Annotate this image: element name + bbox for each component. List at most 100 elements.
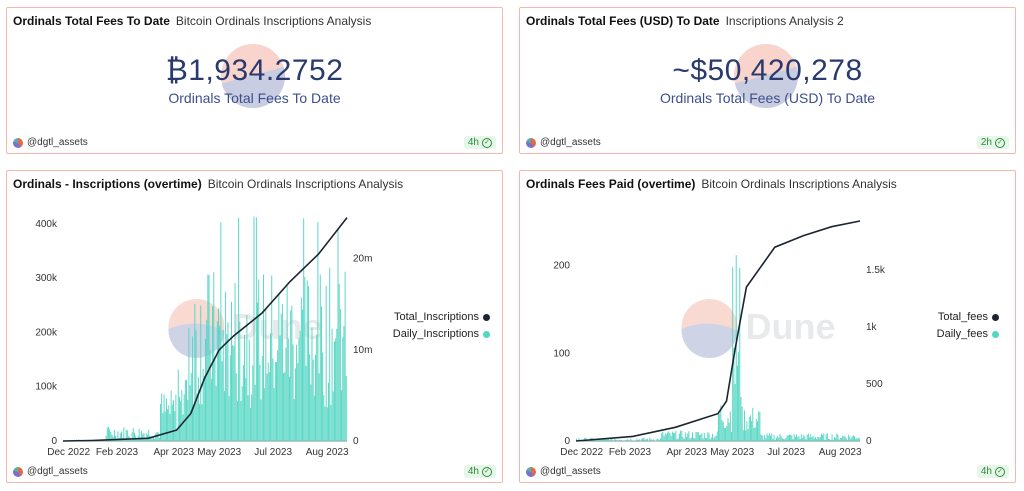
daily-bar — [240, 401, 242, 441]
daily-bar — [848, 434, 850, 441]
daily-bar — [161, 393, 163, 441]
daily-bar — [648, 440, 650, 441]
author[interactable]: @dgtl_assets — [13, 137, 88, 148]
daily-bar — [294, 368, 296, 441]
daily-bar — [339, 308, 341, 441]
daily-bar — [176, 430, 178, 441]
daily-bar — [155, 433, 157, 441]
legend-item-daily[interactable]: Daily_fees — [937, 328, 999, 340]
daily-bar — [249, 407, 251, 441]
daily-bar — [787, 435, 789, 441]
daily-bar — [684, 432, 686, 441]
author[interactable]: @dgtl_assets — [526, 137, 601, 148]
daily-bar — [235, 373, 237, 441]
x-tick-label: May 2023 — [710, 447, 754, 458]
daily-bar — [319, 274, 321, 441]
card-total-fees-usd: Ordinals Total Fees (USD) To Date Inscrip… — [519, 7, 1016, 154]
legend-item-total[interactable]: Total_Inscriptions — [393, 311, 490, 323]
daily-bar — [708, 433, 710, 441]
author[interactable]: @dgtl_assets — [526, 466, 601, 477]
daily-bar — [631, 440, 633, 441]
daily-bar — [757, 421, 758, 441]
daily-bar — [651, 440, 653, 441]
daily-bar — [254, 384, 256, 441]
daily-bar — [753, 427, 755, 441]
daily-bar — [225, 291, 227, 441]
daily-bar — [267, 362, 269, 441]
daily-bar — [746, 421, 748, 441]
daily-bar — [728, 422, 730, 441]
daily-bar — [846, 439, 848, 441]
daily-bar — [822, 434, 824, 441]
daily-bar — [716, 431, 718, 441]
legend-item-daily[interactable]: Daily_Inscriptions — [393, 328, 490, 340]
daily-bar — [736, 365, 738, 441]
daily-bar — [709, 439, 711, 441]
daily-bar — [806, 434, 808, 441]
daily-bar — [669, 432, 671, 441]
refresh-badge[interactable]: 4h ✓ — [463, 465, 496, 478]
daily-bar — [700, 434, 702, 441]
refresh-badge[interactable]: 4h ✓ — [976, 465, 1009, 478]
daily-bar — [770, 435, 772, 441]
daily-bar — [303, 218, 305, 441]
daily-bar — [796, 434, 798, 441]
daily-bar — [105, 435, 107, 441]
card-title[interactable]: Ordinals Fees Paid (overtime) Bitcoin Ord… — [526, 177, 897, 191]
fees-chart[interactable]: Dune 0 100 200 0 500 1k 1.5k Dec 2022 Feb 2023 Apr… — [520, 201, 920, 471]
daily-bar — [823, 433, 825, 441]
daily-bar — [246, 315, 248, 441]
y-right-tick-label: 1k — [866, 322, 878, 333]
card-title[interactable]: Ordinals Total Fees (USD) To Date Inscrip… — [526, 14, 844, 28]
daily-bar — [702, 438, 704, 441]
daily-bar — [626, 439, 628, 441]
daily-bar — [141, 430, 143, 441]
daily-bar — [662, 431, 664, 441]
daily-bar — [307, 285, 309, 441]
daily-bar — [722, 421, 724, 441]
daily-bar — [170, 390, 172, 441]
daily-bar — [242, 364, 244, 441]
daily-bar — [740, 396, 742, 441]
daily-bar — [167, 409, 169, 441]
daily-bar — [637, 439, 639, 441]
x-tick-label: Jul 2023 — [254, 447, 292, 458]
legend-item-total[interactable]: Total_fees — [937, 311, 999, 323]
daily-bar — [713, 438, 715, 441]
daily-bar — [707, 432, 709, 441]
daily-bar — [309, 354, 311, 441]
daily-bar — [835, 438, 837, 441]
daily-bar — [789, 434, 790, 441]
daily-bar — [800, 434, 802, 441]
refresh-badge[interactable]: 2h ✓ — [976, 136, 1009, 149]
daily-bar — [681, 430, 683, 441]
daily-bar — [617, 440, 619, 441]
daily-bar — [123, 427, 125, 441]
daily-bar — [735, 255, 737, 441]
daily-bar — [829, 439, 831, 441]
daily-bar — [819, 436, 821, 441]
daily-bar — [764, 434, 766, 441]
daily-bar — [664, 433, 666, 441]
x-tick-label: Aug 2023 — [306, 447, 349, 458]
daily-bar — [318, 373, 320, 441]
daily-bar — [850, 438, 852, 441]
author[interactable]: @dgtl_assets — [13, 466, 88, 477]
daily-bar — [214, 358, 216, 441]
daily-bar — [794, 436, 796, 441]
daily-bar — [190, 373, 192, 441]
counter-label: Ordinals Total Fees To Date — [168, 90, 341, 106]
card-subtitle: Inscriptions Analysis 2 — [725, 14, 844, 28]
daily-bar — [599, 439, 601, 441]
card-title[interactable]: Ordinals Total Fees To Date Bitcoin Ordin… — [13, 14, 372, 28]
daily-bar — [241, 386, 243, 441]
refresh-badge[interactable]: 4h ✓ — [463, 136, 496, 149]
card-title[interactable]: Ordinals - Inscriptions (overtime) Bitcoi… — [13, 177, 404, 191]
daily-bar — [738, 352, 740, 441]
daily-bar — [780, 436, 782, 441]
daily-bar — [255, 217, 257, 441]
daily-bar — [647, 438, 648, 441]
daily-bar — [126, 430, 128, 441]
daily-bar — [320, 306, 322, 441]
